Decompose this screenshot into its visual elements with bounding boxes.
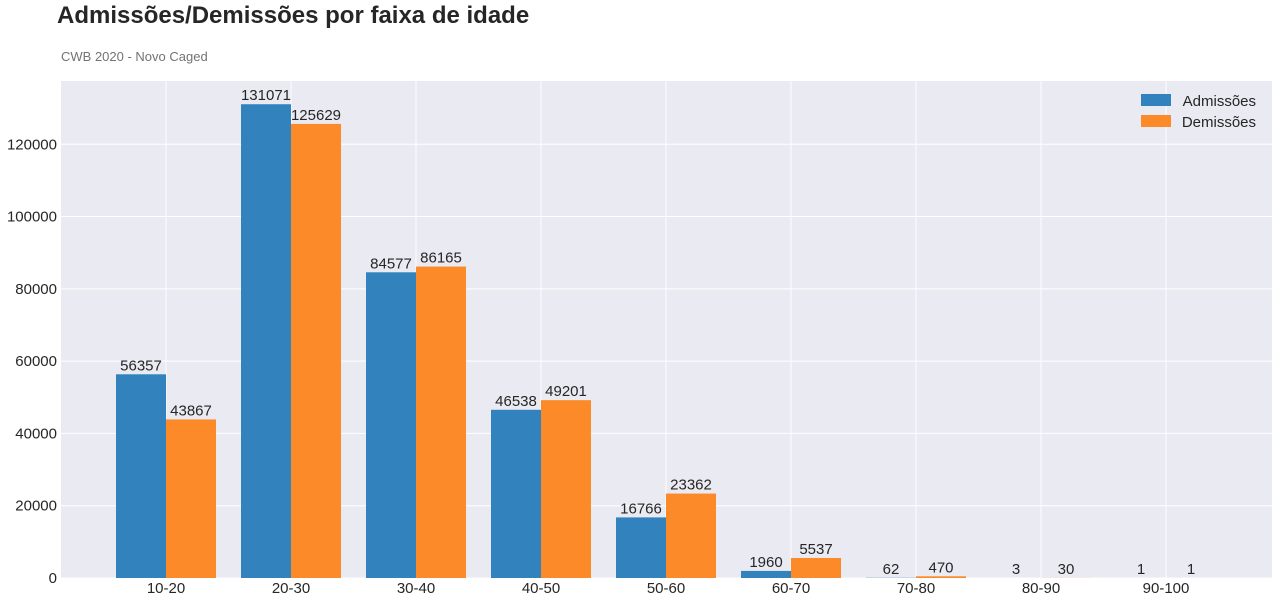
- bar-value-label: 46538: [495, 393, 537, 410]
- bar-admissoes-30-40: [366, 272, 416, 578]
- bar-value-label: 125629: [291, 107, 341, 124]
- bar-demissoes-40-50: [541, 400, 591, 578]
- bar-value-label: 5537: [799, 541, 832, 558]
- legend-swatch-demissoes: [1141, 115, 1171, 127]
- chart-subtitle: CWB 2020 - Novo Caged: [61, 49, 208, 64]
- bar-value-label: 131071: [241, 87, 291, 104]
- bar-demissoes-70-80: [916, 576, 966, 578]
- bar-admissoes-40-50: [491, 409, 541, 578]
- y-tick-label: 80000: [15, 281, 57, 298]
- bar-value-label: 16766: [620, 500, 662, 517]
- chart-title: Admissões/Demissões por faixa de idade: [57, 2, 530, 29]
- legend-label-admissoes: Admissões: [1183, 93, 1256, 110]
- bar-admissoes-20-30: [241, 104, 291, 578]
- x-tick-label: 60-70: [772, 580, 810, 597]
- x-tick-label: 20-30: [272, 580, 310, 597]
- x-tick-label: 10-20: [147, 580, 185, 597]
- x-tick-label: 50-60: [647, 580, 685, 597]
- bar-demissoes-20-30: [291, 123, 341, 579]
- bar-demissoes-30-40: [416, 266, 466, 578]
- bar-admissoes-10-20: [116, 374, 166, 578]
- bar-admissoes-60-70: [741, 570, 791, 578]
- bar-value-label: 86165: [420, 250, 462, 267]
- y-axis-ticks: 0 20000 40000 60000 80000 100000 120000: [7, 136, 57, 587]
- bar-demissoes-60-70: [791, 557, 841, 578]
- legend-label-demissoes: Demissões: [1182, 114, 1256, 131]
- bar-value-label: 43867: [170, 402, 212, 419]
- bar-value-label: 30: [1058, 561, 1075, 578]
- x-tick-label: 30-40: [397, 580, 435, 597]
- y-tick-label: 60000: [15, 353, 57, 370]
- bar-demissoes-10-20: [166, 419, 216, 578]
- bar-value-label: 56357: [120, 357, 162, 374]
- bar-value-label: 23362: [670, 477, 712, 494]
- x-tick-label: 70-80: [897, 580, 935, 597]
- bar-value-label: 84577: [370, 255, 412, 272]
- legend-swatch-admissoes: [1141, 94, 1171, 106]
- x-tick-label: 40-50: [522, 580, 560, 597]
- legend: Admissões Demissões: [1141, 93, 1256, 131]
- y-tick-label: 20000: [15, 498, 57, 515]
- y-tick-label: 100000: [7, 209, 57, 226]
- bar-value-label: 62: [883, 561, 900, 578]
- y-tick-label: 40000: [15, 425, 57, 442]
- y-tick-label: 120000: [7, 136, 57, 153]
- bar-value-label: 470: [928, 559, 953, 576]
- x-tick-label: 80-90: [1022, 580, 1060, 597]
- bar-value-label: 1: [1137, 561, 1145, 578]
- bar-value-labels: 56357 131071 84577 46538 16766 1960 62 3 1 43867 1…: [120, 87, 1195, 578]
- bar-value-label: 1960: [749, 554, 782, 571]
- x-axis-ticks: 10-20 20-30 30-40 40-50 50-60 60-70 70-80 80-90…: [147, 580, 1190, 597]
- bar-admissoes-50-60: [616, 517, 666, 578]
- x-tick-label: 90-100: [1143, 580, 1190, 597]
- bar-value-label: 1: [1187, 561, 1195, 578]
- bar-demissoes-50-60: [666, 493, 716, 578]
- bar-value-label: 3: [1012, 561, 1020, 578]
- bar-value-label: 49201: [545, 383, 587, 400]
- y-tick-label: 0: [49, 570, 57, 587]
- bars: [116, 104, 1216, 579]
